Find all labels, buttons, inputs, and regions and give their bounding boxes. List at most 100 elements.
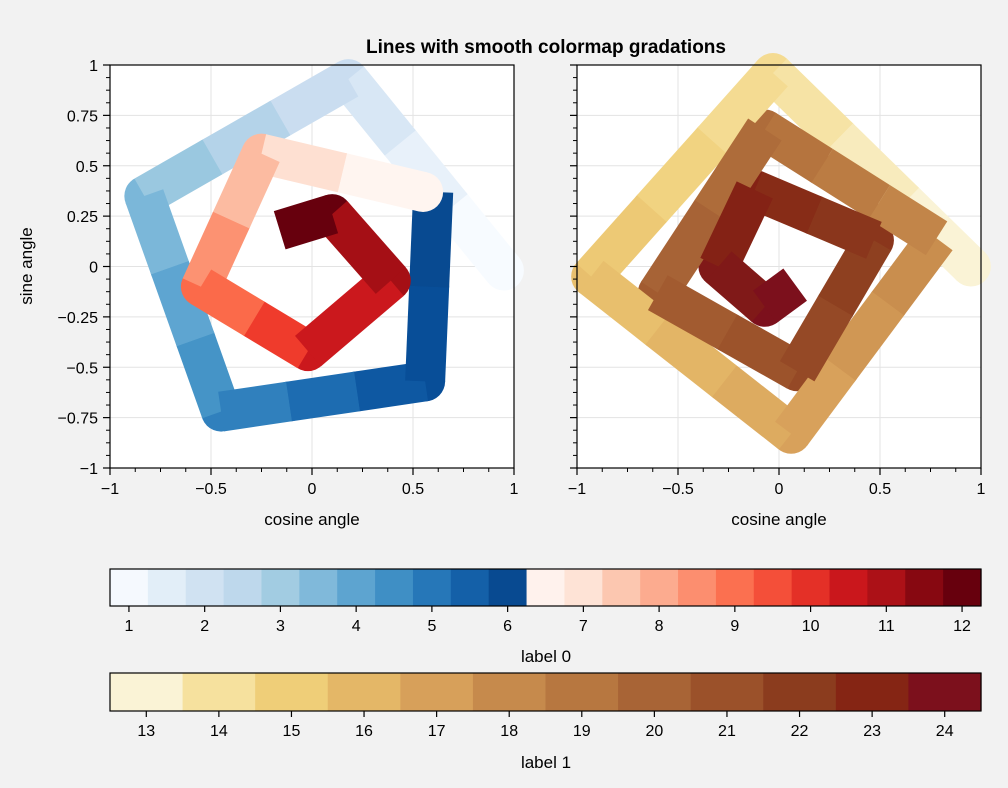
colorbar-tick-label: 8 [655, 618, 664, 635]
colorbar-swatch [412, 569, 452, 606]
x-tick-label: 0.5 [402, 481, 424, 498]
colorbar-swatch [829, 569, 868, 606]
line-segment [354, 361, 429, 412]
colorbar-swatch [400, 673, 474, 711]
colorbar-swatch [147, 569, 187, 606]
colorbar-swatch [545, 673, 619, 711]
colorbar-tick-label: 3 [276, 618, 285, 635]
line-segment [317, 200, 406, 294]
figure-title: Lines with smooth colormap gradations [366, 37, 726, 58]
y-tick-label: −0.5 [66, 360, 98, 377]
colorbar-swatch [255, 673, 329, 711]
colorbar-tick-label: 15 [283, 723, 301, 740]
colorbar-swatch [867, 569, 906, 606]
right-x-axis-label: cosine angle [731, 510, 826, 529]
colorbar-tick-label: 11 [878, 618, 895, 635]
line-segment [868, 185, 948, 256]
colorbar-bottom: 13 14 15 16 17 18 19 20 21 22 23 24 [109, 672, 982, 740]
colorbar-bottom-label: label 1 [521, 753, 571, 772]
colorbar-swatch [908, 673, 982, 711]
colorbar-frame [109, 568, 982, 607]
colorbar-tick-label: 7 [579, 618, 588, 635]
line-segment [244, 301, 319, 369]
colorbar-swatch [905, 569, 944, 606]
colorbar-swatch [602, 569, 641, 606]
line-segment [125, 189, 189, 275]
x-tick-label: −1 [101, 481, 119, 498]
colorbar-swatch [690, 673, 764, 711]
line-segment [806, 196, 882, 259]
line-segment [134, 139, 223, 214]
colorbar-swatch [618, 673, 692, 711]
colorbar-tick-label: 23 [863, 723, 881, 740]
colorbar-swatch [715, 569, 755, 606]
line-segment [694, 118, 782, 223]
colorbar-tick-label: 21 [718, 723, 736, 740]
colorbar-tick-label: 1 [124, 618, 133, 635]
colorbar-swatch [488, 569, 528, 606]
line-segment [286, 371, 361, 422]
colorbar-swatch [450, 569, 490, 606]
colorbar-tick-label: 5 [427, 618, 436, 635]
colorbar-swatch [261, 569, 300, 606]
colorbar-swatch [526, 569, 566, 606]
line-segment [775, 356, 856, 446]
colorbar-tick-label: 14 [210, 723, 228, 740]
x-tick-label: −0.5 [662, 481, 694, 498]
line-segment [337, 153, 428, 212]
x-tick-label: 1 [977, 481, 986, 498]
left-axes: −1 −0.5 0 0.5 1 −1 −0.75 −0.5 −0.25 0 0.25 0.5 0.75 1… [17, 58, 524, 529]
colorbar-tick-label: 16 [355, 723, 373, 740]
colorbar-swatch [337, 569, 376, 606]
line-segment [213, 145, 280, 229]
line-segment [705, 251, 778, 322]
series-ylorbr [571, 53, 991, 454]
colorbar-swatch [185, 569, 225, 606]
colorbar-tick-label: 2 [200, 618, 209, 635]
y-tick-label: 0 [89, 260, 98, 277]
left-ticks: −1 −0.5 0 0.5 1 −1 −0.75 −0.5 −0.25 0 0.25 0.5 0.75 1 [58, 58, 519, 498]
colorbar-tick-label: 18 [500, 723, 518, 740]
colorbar-swatch [564, 569, 603, 606]
colorbar-swatch [678, 569, 717, 606]
colorbar-swatch [835, 673, 910, 711]
colorbar-swatch [299, 569, 338, 606]
series-reds [180, 133, 444, 372]
line-segment [578, 260, 671, 345]
line-segment [697, 59, 788, 155]
colorbar-top: 1 2 3 4 5 6 7 8 9 10 11 12 [109, 568, 982, 635]
colorbar-tick-label: 4 [352, 618, 361, 635]
colorbar-tick-label: 9 [730, 618, 739, 635]
line-segment [151, 261, 215, 347]
colorbar-top-label: label 0 [521, 647, 571, 666]
colorbar-swatch [753, 569, 793, 606]
line-segment [746, 171, 823, 234]
line-segment [436, 194, 520, 284]
colorbar-tick-label: 17 [428, 723, 446, 740]
line-segment [753, 268, 807, 323]
y-tick-label: −1 [80, 461, 98, 478]
line-segment [218, 381, 293, 432]
x-tick-label: −0.5 [195, 481, 227, 498]
colorbar-swatch [472, 673, 547, 711]
colorbar-tick-label: 22 [791, 723, 809, 740]
colorbar-tick-label: 24 [936, 723, 954, 740]
colorbar-swatch [182, 673, 256, 711]
line-segment [256, 134, 347, 193]
y-tick-label: 0.75 [67, 108, 98, 125]
colorbar-tick-label: 12 [953, 618, 971, 635]
y-tick-label: −0.25 [58, 310, 99, 327]
colorbar-tick-label: 13 [137, 723, 155, 740]
right-axes: −1 −0.5 0 0.5 1 cosine angle [568, 53, 991, 529]
line-segment [645, 313, 737, 398]
line-segment [405, 285, 450, 383]
colorbar-swatch [763, 673, 837, 711]
colorbar-tick-label: 10 [802, 618, 820, 635]
y-tick-label: 0.25 [67, 209, 98, 226]
left-series [124, 59, 524, 432]
line-segment [823, 291, 905, 381]
line-segment [273, 194, 339, 250]
colorbar-swatch [223, 569, 263, 606]
right-series [571, 53, 991, 454]
right-ticks: −1 −0.5 0 0.5 1 [568, 64, 986, 498]
